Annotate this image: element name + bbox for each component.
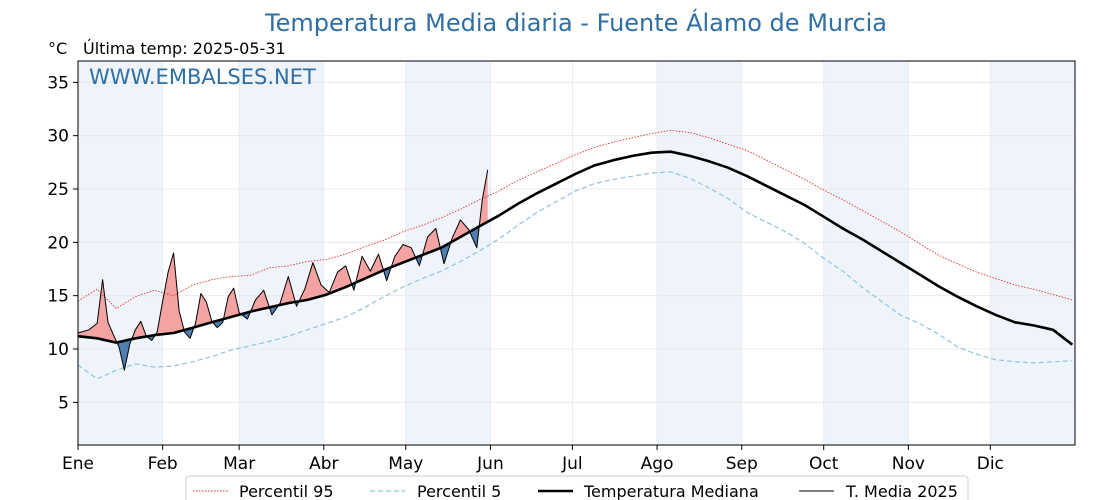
x-tick-label: Jun <box>476 454 504 474</box>
legend: Percentil 95 Percentil 5 Temperatura Med… <box>185 475 969 500</box>
above-median-fill <box>155 253 185 335</box>
y-tick-label: 30 <box>47 127 69 147</box>
above-median-fill <box>391 244 416 268</box>
above-median-fill <box>450 219 470 243</box>
above-median-fill <box>78 279 117 343</box>
month-shade <box>405 61 491 445</box>
month-shading <box>78 61 1075 445</box>
x-tick-label: Abr <box>309 454 338 474</box>
below-median-fill <box>116 339 132 371</box>
month-shade <box>823 61 909 445</box>
month-shade <box>657 61 742 445</box>
x-tick-label: Mar <box>223 454 255 474</box>
legend-box <box>185 475 969 500</box>
above-median-fill <box>131 321 147 340</box>
percentile-95-line <box>77 129 1073 309</box>
series-lines <box>77 129 1074 380</box>
above-median-fill <box>278 276 296 306</box>
x-tick-label: Nov <box>892 454 925 474</box>
month-shade <box>990 61 1075 445</box>
x-tick-label: Dic <box>977 454 1004 474</box>
y-tick-label: 25 <box>47 180 69 200</box>
current-year-line <box>77 169 489 371</box>
above-median-fill <box>355 254 384 283</box>
y-axis: 5 10 15 20 25 30 35 <box>47 73 78 413</box>
percentile-5-line <box>77 171 1073 380</box>
x-tick-label: Feb <box>148 454 178 474</box>
median-line <box>77 150 1074 346</box>
legend-current-label: T. Media 2025 <box>845 482 958 500</box>
month-shade <box>78 61 163 445</box>
x-tick-label: Ene <box>62 454 94 474</box>
x-tick-label: Sep <box>726 454 758 474</box>
x-tick-label: Ago <box>641 454 674 474</box>
legend-p5-label: Percentil 5 <box>417 482 501 500</box>
x-tick-label: Oct <box>809 454 839 474</box>
y-tick-label: 35 <box>47 73 69 93</box>
above-median-fill <box>224 288 242 319</box>
above-median-fill <box>194 293 214 328</box>
y-tick-label: 15 <box>47 287 69 307</box>
legend-p95-label: Percentil 95 <box>239 482 334 500</box>
month-shade <box>239 61 324 445</box>
y-tick-label: 20 <box>47 233 69 253</box>
x-tick-label: May <box>388 454 423 474</box>
x-tick-label: Jul <box>561 454 583 474</box>
y-tick-label: 10 <box>47 340 69 360</box>
x-axis: Ene Feb Mar Abr May Jun Jul Ago Sep Oct Nov Dic <box>62 445 1004 474</box>
y-tick-label: 5 <box>58 393 69 413</box>
unit-label: °C <box>48 39 67 58</box>
watermark: WWW.EMBALSES.NET <box>89 65 316 89</box>
legend-median-label: Temperatura Mediana <box>583 482 759 500</box>
plot-frame <box>77 60 1076 446</box>
last-temp-label: Última temp: 2025-05-31 <box>83 39 286 58</box>
above-median-fill <box>299 262 353 302</box>
grid <box>77 61 1075 445</box>
chart-title: Temperatura Media diaria - Fuente Álamo … <box>264 8 887 37</box>
